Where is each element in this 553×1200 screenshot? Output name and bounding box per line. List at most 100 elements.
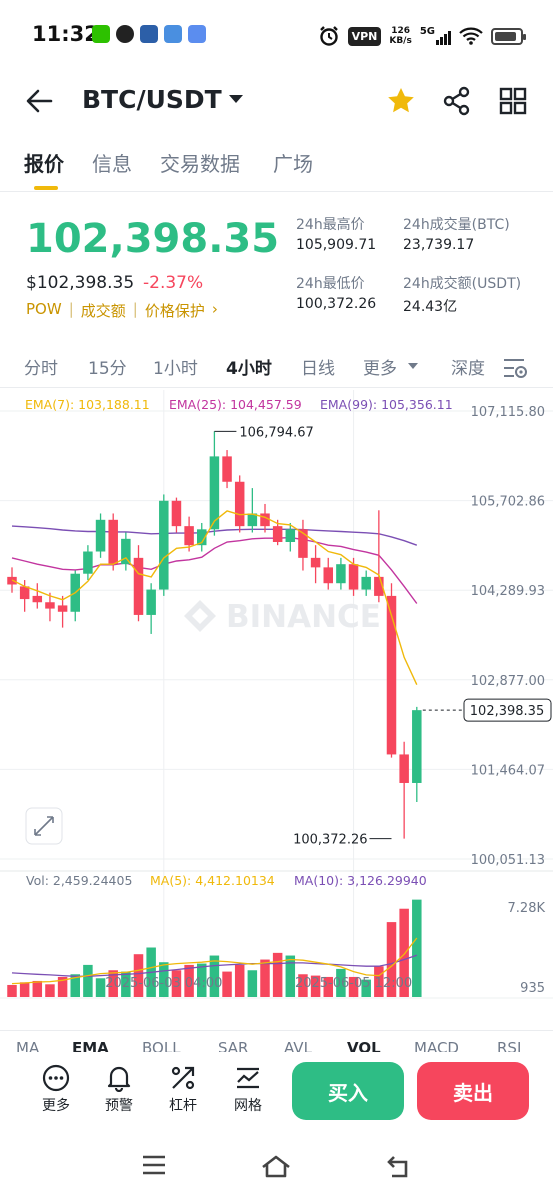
candle (386, 595, 397, 755)
chevron-down-icon[interactable] (229, 95, 243, 103)
stat-vol-usdt-value: 24.43亿 (403, 299, 458, 315)
chart-settings-icon[interactable] (502, 356, 528, 380)
volume-bar (336, 968, 346, 997)
home-icon[interactable] (260, 1154, 292, 1178)
indicator-tabs: MA EMA BOLL SAR AVL VOL MACD RSI (0, 1030, 553, 1052)
sell-button[interactable]: 卖出 (417, 1062, 529, 1120)
x-axis-tick: 2025-06-05 12:00 (295, 976, 412, 991)
back-icon[interactable] (386, 1154, 412, 1178)
volume-bar (234, 964, 245, 997)
candle (197, 529, 207, 546)
y-axis-tick: 102,877.00 (471, 674, 545, 689)
volume-bar (121, 971, 131, 997)
interval-depth[interactable]: 深度 (451, 359, 485, 379)
interval-1d[interactable]: 日线 (301, 359, 335, 379)
interval-15m[interactable]: 15分 (88, 359, 127, 379)
volume-tick: 7.28K (508, 901, 546, 916)
menu-icon[interactable] (141, 1154, 167, 1176)
tab-square[interactable]: 广场 (273, 152, 313, 176)
kline-chart-svg[interactable]: 107,115.80 105,702.86 104,289.93 102,877.00… (0, 390, 553, 1010)
bottom-actions: 更多 预警 杠杆 网格 买入 卖出 (0, 1052, 553, 1134)
volume-bar (310, 975, 321, 997)
star-icon[interactable] (386, 86, 416, 116)
indicator-macd[interactable]: MACD (414, 1039, 459, 1052)
ema7-line (11, 510, 418, 685)
back-arrow-icon[interactable] (24, 84, 54, 118)
last-price-label: 102,398.35 (470, 704, 544, 719)
candle (336, 564, 346, 584)
chevron-down-icon[interactable] (408, 363, 418, 369)
qq-icon (116, 25, 134, 43)
y-axis-tick: 100,051.13 (471, 853, 545, 868)
volume-bar (323, 976, 333, 997)
stat-low-value: 100,372.26 (296, 296, 377, 312)
y-axis-tick: 105,702.86 (471, 495, 545, 510)
candle (146, 589, 156, 615)
bell-icon (107, 1066, 131, 1092)
volume-bar (285, 955, 296, 997)
indicator-vol[interactable]: VOL (347, 1039, 381, 1052)
y-axis-tick: 107,115.80 (471, 405, 545, 420)
tag-pow[interactable]: POW (26, 300, 62, 318)
more-button[interactable]: 更多 (36, 1064, 76, 1115)
candle (260, 513, 270, 527)
pair-title[interactable]: BTC/USDT (82, 85, 222, 114)
y-axis-tick: 101,464.07 (471, 763, 545, 778)
volume-bar (32, 980, 43, 997)
candle (323, 567, 333, 584)
interval-more[interactable]: 更多 (363, 359, 397, 379)
legend-ema99: EMA(99): 105,356.11 (320, 397, 453, 412)
volume-bar (70, 974, 80, 997)
volume-bar (83, 964, 93, 997)
share-icon[interactable] (442, 86, 472, 116)
volume-bar (171, 970, 182, 997)
volume-bar (298, 974, 308, 997)
chevron-right-icon[interactable]: › (211, 300, 218, 318)
tab-quote[interactable]: 报价 (24, 152, 64, 176)
indicator-ema[interactable]: EMA (72, 1039, 109, 1052)
kline-chart[interactable]: 107,115.80 105,702.86 104,289.93 102,877.00… (0, 390, 553, 1010)
expand-icon (34, 816, 54, 836)
candle (19, 586, 30, 600)
tag-turnover[interactable]: 成交额 (80, 302, 126, 320)
interval-1h[interactable]: 1小时 (153, 359, 198, 379)
leverage-button[interactable]: 杠杆 (163, 1064, 203, 1115)
high-marker-label: 106,794.67 (239, 425, 313, 440)
last-price-box (463, 698, 552, 722)
interval-4h[interactable]: 4小时 (226, 359, 272, 379)
tab-trading-data[interactable]: 交易数据 (160, 152, 240, 176)
candle (310, 557, 321, 568)
battery-icon (491, 27, 526, 45)
alert-button[interactable]: 预警 (99, 1064, 139, 1115)
signal-icon: 5G (420, 27, 451, 45)
interval-timeline[interactable]: 分时 (24, 359, 58, 379)
stat-high-label: 24h最高价 (296, 217, 365, 233)
price-change: -2.37% (143, 273, 204, 293)
candle (361, 576, 371, 590)
volume-bar (133, 954, 144, 997)
volume-bar (197, 963, 207, 997)
volume-bar (260, 959, 270, 997)
grid-icon[interactable] (498, 86, 528, 116)
tag-price-protection[interactable]: 价格保护 (144, 302, 205, 320)
buy-button[interactable]: 买入 (292, 1062, 404, 1120)
tab-indicator (34, 186, 58, 190)
binance-logo-icon (184, 600, 216, 632)
stat-low-label: 24h最低价 (296, 276, 365, 292)
grid-trading-button[interactable]: 网格 (228, 1064, 268, 1115)
usd-price: $102,398.35 (26, 273, 135, 293)
volume-bar (45, 984, 55, 997)
indicator-boll[interactable]: BOLL (142, 1039, 181, 1052)
indicator-sar[interactable]: SAR (218, 1039, 249, 1052)
indicator-ma[interactable]: MA (16, 1039, 40, 1052)
candle (234, 481, 245, 527)
indicator-avl[interactable]: AVL (284, 1039, 312, 1052)
tab-info[interactable]: 信息 (92, 152, 132, 176)
candle (45, 602, 55, 609)
app-icon (188, 25, 206, 43)
system-nav-bar (0, 1134, 553, 1200)
x-axis-tick: 2025-06-03 04:00 (105, 976, 222, 991)
stat-vol-btc-label: 24h成交量(BTC) (403, 217, 510, 233)
volume-bar (108, 970, 118, 997)
indicator-rsi[interactable]: RSI (497, 1039, 522, 1052)
